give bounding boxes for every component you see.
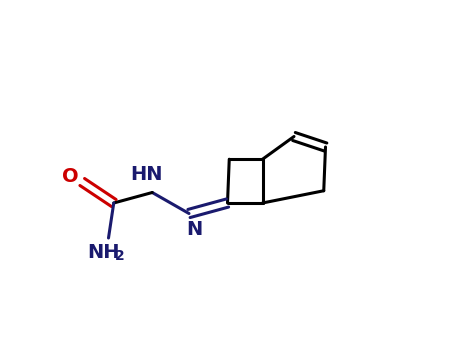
- Text: NH: NH: [87, 243, 120, 262]
- Text: 2: 2: [115, 249, 125, 263]
- Text: O: O: [62, 167, 79, 186]
- Text: HN: HN: [130, 166, 162, 184]
- Text: N: N: [186, 220, 202, 239]
